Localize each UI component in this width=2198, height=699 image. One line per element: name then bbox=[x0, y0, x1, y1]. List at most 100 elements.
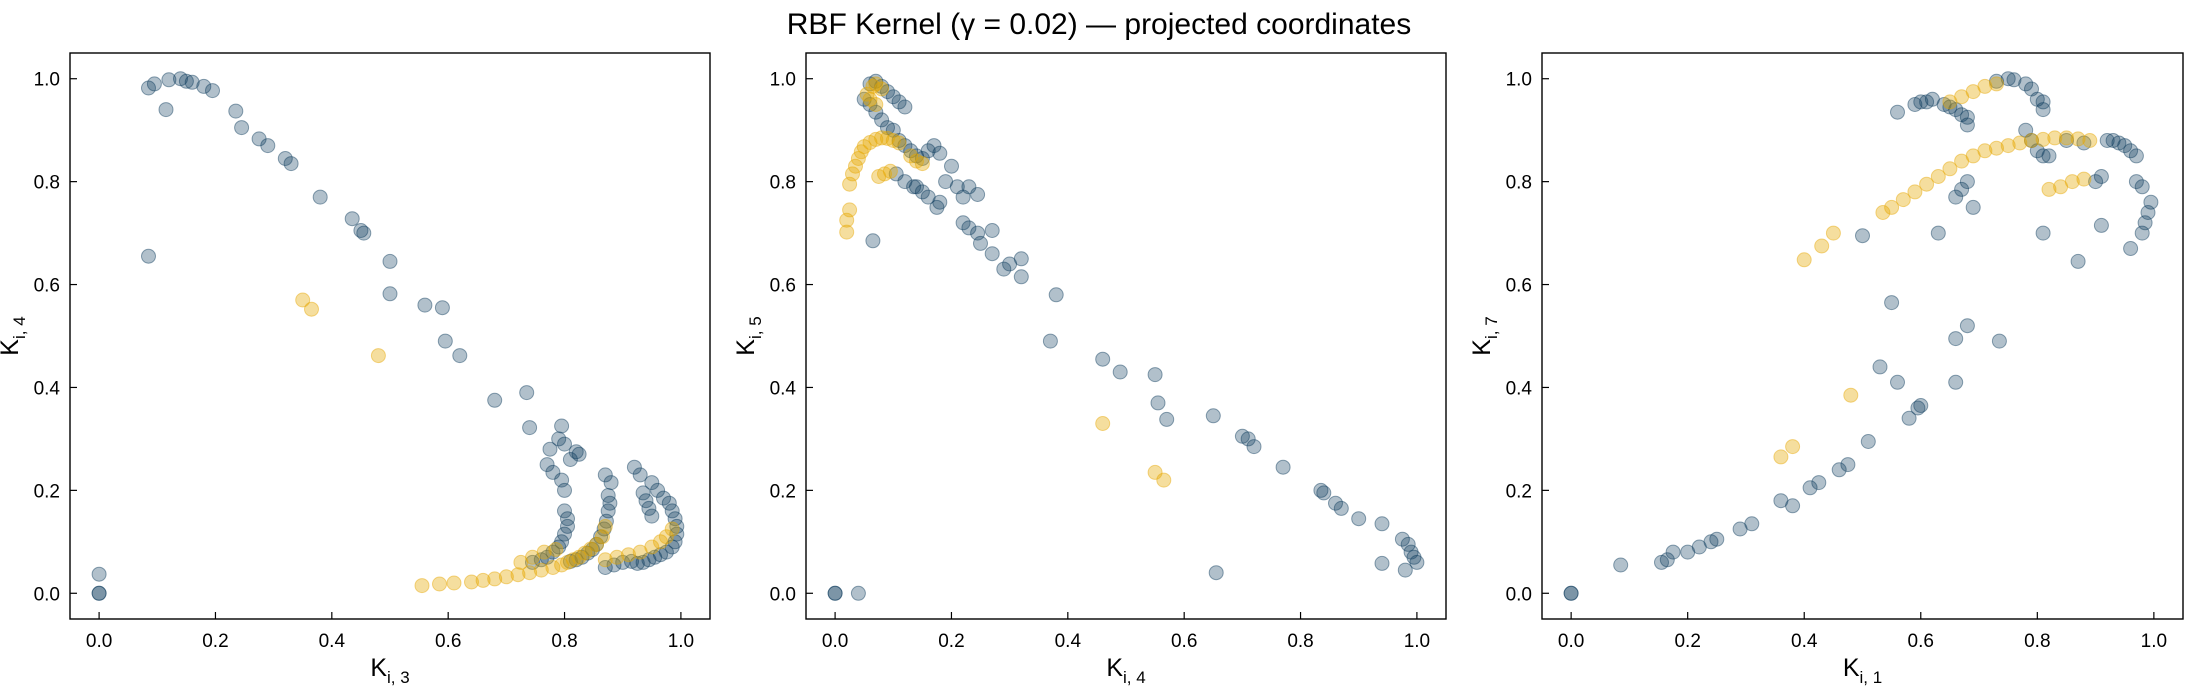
data-point bbox=[1563, 585, 1579, 601]
x-tick-label: 1.0 bbox=[1404, 631, 1430, 652]
data-point bbox=[644, 539, 660, 555]
y-tick-label: 1.0 bbox=[1506, 70, 1532, 91]
data-point bbox=[2140, 205, 2156, 220]
data-point bbox=[1860, 434, 1876, 449]
data-point bbox=[91, 566, 107, 582]
data-point bbox=[580, 545, 596, 561]
data-point bbox=[862, 91, 878, 107]
data-point bbox=[1959, 174, 1975, 190]
data-point bbox=[589, 536, 604, 552]
data-point bbox=[1907, 97, 1923, 112]
data-point bbox=[1890, 104, 1905, 120]
data-point bbox=[370, 348, 386, 364]
data-point bbox=[839, 212, 855, 228]
data-point bbox=[1403, 544, 1419, 560]
data-point bbox=[961, 220, 977, 236]
data-point bbox=[914, 151, 930, 166]
data-point bbox=[667, 534, 683, 550]
data-point bbox=[600, 503, 616, 519]
data-point bbox=[2128, 174, 2144, 190]
data-point bbox=[862, 76, 878, 92]
data-point bbox=[571, 446, 587, 462]
data-point bbox=[909, 153, 924, 169]
data-point bbox=[2137, 215, 2153, 231]
scatter-panel-1: 0.0 0.2 0.4 0.6 0.8 1.0 0.0 0.2 0.4 0.6 0.8 1.0 Ki, … bbox=[0, 52, 711, 687]
data-point bbox=[562, 452, 578, 467]
data-point bbox=[891, 133, 907, 148]
x-tick-label: 0.4 bbox=[1791, 631, 1818, 652]
data-point bbox=[961, 179, 977, 195]
data-point bbox=[487, 392, 503, 408]
y-tick-label: 1.0 bbox=[34, 70, 60, 91]
data-point bbox=[1954, 107, 1970, 123]
data-point bbox=[548, 542, 564, 557]
data-point bbox=[1613, 557, 1629, 573]
data-point bbox=[2082, 133, 2098, 148]
data-point bbox=[1654, 554, 1669, 570]
data-point bbox=[1234, 428, 1250, 444]
data-point bbox=[1989, 76, 2004, 92]
x-axis-label-main: K bbox=[1843, 654, 1860, 682]
data-point bbox=[827, 585, 843, 601]
data-point bbox=[1930, 169, 1946, 184]
data-point bbox=[1948, 374, 1964, 390]
data-point bbox=[903, 143, 919, 159]
data-point bbox=[653, 534, 668, 550]
y-tick-label: 0.8 bbox=[34, 173, 60, 194]
data-point bbox=[1796, 252, 1812, 268]
data-point bbox=[1703, 534, 1719, 550]
data-point bbox=[874, 81, 890, 97]
data-point bbox=[845, 166, 860, 182]
data-point bbox=[1042, 333, 1058, 349]
data-point bbox=[446, 575, 462, 591]
data-point bbox=[554, 534, 570, 550]
data-point bbox=[2111, 135, 2127, 151]
data-point bbox=[862, 97, 878, 112]
data-point bbox=[560, 554, 575, 570]
data-point bbox=[542, 441, 558, 457]
data-point bbox=[955, 215, 971, 231]
data-point bbox=[602, 495, 618, 511]
data-point bbox=[914, 184, 930, 200]
data-point bbox=[897, 174, 913, 190]
data-point bbox=[2088, 174, 2104, 190]
data-point bbox=[1930, 225, 1946, 241]
data-point bbox=[353, 223, 369, 238]
data-point bbox=[853, 144, 869, 160]
data-point bbox=[1814, 238, 1830, 254]
plot-frame bbox=[69, 52, 711, 620]
x-axis-label-subscript: i, 4 bbox=[1123, 668, 1146, 687]
y-axis-label: Ki, 7 bbox=[1468, 316, 1501, 355]
data-point bbox=[862, 135, 878, 150]
data-point bbox=[656, 490, 671, 506]
data-point bbox=[1890, 374, 1905, 390]
data-point bbox=[1965, 84, 1981, 100]
data-point bbox=[1773, 449, 1789, 465]
data-point bbox=[525, 549, 540, 565]
data-point bbox=[827, 585, 843, 601]
data-point bbox=[1936, 97, 1952, 112]
data-point bbox=[2059, 133, 2074, 148]
data-point bbox=[562, 553, 578, 569]
data-point bbox=[565, 552, 581, 568]
data-point bbox=[2029, 91, 2045, 107]
data-point bbox=[984, 246, 1000, 262]
data-point bbox=[545, 560, 561, 575]
x-tick-label: 0.4 bbox=[1055, 631, 1082, 652]
data-point bbox=[868, 131, 884, 147]
data-point bbox=[1048, 287, 1064, 303]
data-point bbox=[2018, 76, 2034, 92]
y-axis-label: Ki, 4 bbox=[0, 316, 29, 355]
data-point bbox=[859, 86, 875, 102]
data-point bbox=[1913, 398, 1929, 413]
data-point bbox=[475, 572, 491, 588]
data-point bbox=[1901, 410, 1917, 426]
data-point bbox=[874, 112, 890, 128]
data-point bbox=[2105, 133, 2121, 148]
data-point bbox=[850, 585, 866, 601]
data-point bbox=[1948, 102, 1964, 118]
data-point bbox=[1831, 462, 1847, 478]
data-point bbox=[996, 261, 1012, 277]
y-tick-label: 0.4 bbox=[34, 378, 61, 399]
data-point bbox=[2024, 133, 2039, 148]
